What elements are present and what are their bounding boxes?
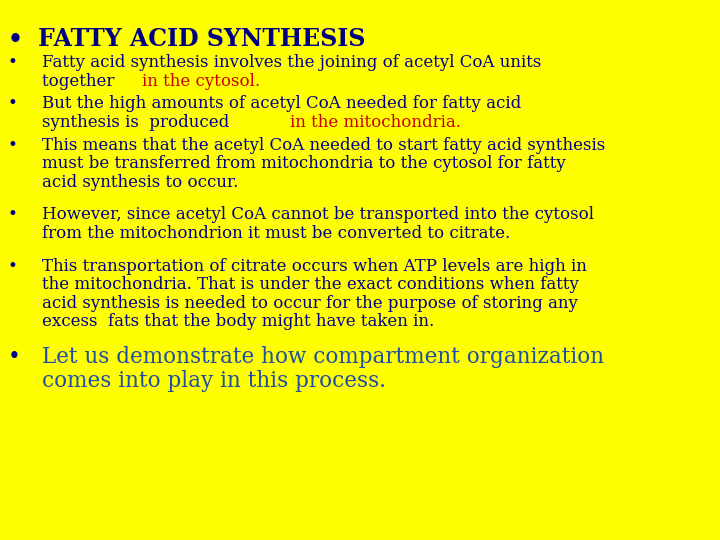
Text: in the mitochondria.: in the mitochondria. — [290, 114, 462, 131]
Text: acid synthesis is needed to occur for the purpose of storing any: acid synthesis is needed to occur for th… — [42, 295, 578, 312]
Text: acid synthesis to occur.: acid synthesis to occur. — [42, 174, 238, 191]
Text: comes into play in this process.: comes into play in this process. — [42, 370, 386, 392]
Text: •: • — [8, 258, 18, 275]
Text: synthesis is  produced: synthesis is produced — [42, 114, 235, 131]
Text: •: • — [8, 27, 23, 51]
Text: FATTY ACID SYNTHESIS: FATTY ACID SYNTHESIS — [38, 27, 365, 51]
Text: •: • — [8, 54, 18, 71]
Text: from the mitochondrion it must be converted to citrate.: from the mitochondrion it must be conver… — [42, 225, 510, 242]
Text: •: • — [8, 96, 18, 112]
Text: Let us demonstrate how compartment organization: Let us demonstrate how compartment organ… — [42, 346, 604, 368]
Text: However, since acetyl CoA cannot be transported into the cytosol: However, since acetyl CoA cannot be tran… — [42, 206, 594, 224]
Text: •: • — [8, 137, 18, 153]
Text: together: together — [42, 73, 120, 90]
Text: the mitochondria. That is under the exact conditions when fatty: the mitochondria. That is under the exac… — [42, 276, 579, 293]
Text: •: • — [8, 206, 18, 224]
Text: This transportation of citrate occurs when ATP levels are high in: This transportation of citrate occurs wh… — [42, 258, 587, 275]
Text: must be transferred from mitochondria to the cytosol for fatty: must be transferred from mitochondria to… — [42, 155, 566, 172]
Text: •: • — [8, 346, 21, 368]
Text: Fatty acid synthesis involves the joining of acetyl CoA units: Fatty acid synthesis involves the joinin… — [42, 54, 541, 71]
Text: excess  fats that the body might have taken in.: excess fats that the body might have tak… — [42, 313, 434, 330]
Text: This means that the acetyl CoA needed to start fatty acid synthesis: This means that the acetyl CoA needed to… — [42, 137, 606, 153]
Text: in the cytosol.: in the cytosol. — [142, 73, 261, 90]
Text: But the high amounts of acetyl CoA needed for fatty acid: But the high amounts of acetyl CoA neede… — [42, 96, 521, 112]
